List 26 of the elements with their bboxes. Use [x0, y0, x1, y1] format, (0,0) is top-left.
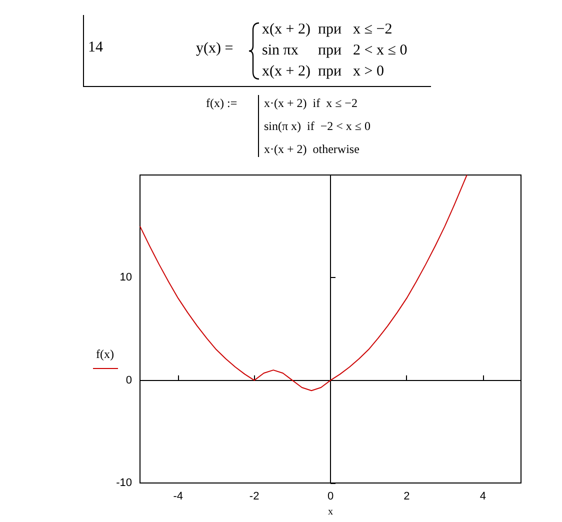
text: x·(x + 2) otherwise — [264, 142, 360, 156]
text: при — [318, 22, 342, 38]
text: x·(x + 2) if x ≤ −2 — [264, 96, 358, 110]
x-tick-label: 0 — [327, 490, 334, 502]
text: x ≤ −2 — [353, 22, 392, 38]
y-axis-title: f(x) — [96, 347, 114, 361]
x-tick-label: 4 — [480, 490, 486, 502]
y-tick-label: 0 — [126, 374, 132, 386]
text: x > 0 — [353, 64, 384, 80]
y-tick-label: -10 — [116, 477, 132, 489]
x-tick-label: 2 — [404, 490, 410, 502]
text: sin πx — [262, 42, 299, 58]
text: при — [318, 42, 342, 58]
text: sin(π x) if −2 < x ≤ 0 — [264, 119, 371, 133]
text: при — [318, 64, 342, 80]
x-tick-label: -2 — [249, 490, 260, 502]
text: 2 < x ≤ 0 — [353, 42, 408, 58]
text: f(x) := — [206, 96, 238, 110]
y-tick-label: 10 — [120, 272, 132, 284]
line-series — [140, 174, 468, 392]
text: y(x) = — [196, 40, 234, 56]
x-tick-label: -4 — [173, 490, 183, 502]
x-axis-title: x — [328, 506, 333, 518]
text: x(x + 2) — [262, 64, 310, 80]
text: x(x + 2) — [262, 22, 310, 38]
text: 14 — [88, 40, 104, 56]
